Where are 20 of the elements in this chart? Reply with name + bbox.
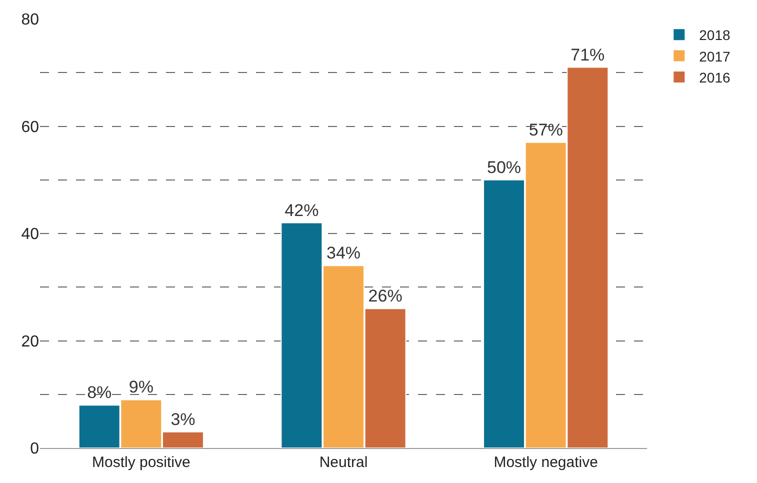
- y-tick-label: 20: [21, 333, 40, 350]
- y-tick-label: 0: [30, 440, 40, 458]
- data-label: 8%: [87, 383, 112, 402]
- data-label: 26%: [368, 286, 402, 306]
- data-label: 3%: [170, 410, 196, 429]
- data-label: 34%: [326, 244, 361, 263]
- data-label: 71%: [570, 45, 605, 64]
- data-label: 50%: [487, 158, 522, 177]
- y-tick-label: 60: [21, 118, 40, 136]
- x-tick-label: Mostly negative: [494, 454, 598, 471]
- data-label: 57%: [528, 120, 563, 140]
- y-tick-label: 40: [21, 226, 40, 244]
- x-tick-label: Mostly positive: [92, 454, 190, 471]
- legend-label: 2016: [699, 69, 730, 86]
- x-tick-label: Neutral: [319, 454, 368, 471]
- data-label: 9%: [128, 378, 154, 397]
- data-label: 42%: [284, 200, 319, 220]
- y-tick-label: 80: [21, 12, 40, 29]
- legend-label: 2018: [699, 27, 730, 44]
- legend-label: 2017: [699, 48, 730, 64]
